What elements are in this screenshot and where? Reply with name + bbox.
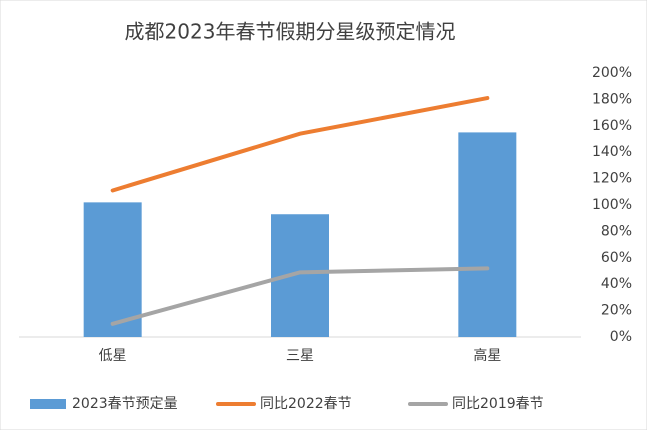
y-tick-label: 140% [592, 144, 632, 160]
legend-swatch [30, 399, 66, 409]
chart-title: 成都2023年春节假期分星级预定情况 [125, 20, 456, 44]
bar [271, 214, 329, 337]
x-tick-label: 三星 [286, 348, 314, 364]
y-tick-label: 160% [592, 118, 632, 134]
y-tick-label: 0% [610, 329, 632, 345]
y-tick-label: 120% [592, 171, 632, 187]
legend-label: 同比2019春节 [452, 396, 544, 412]
x-tick-label: 高星 [473, 347, 501, 364]
line-series [110, 96, 490, 193]
line-series [110, 266, 490, 326]
bar [458, 132, 517, 337]
y-tick-label: 20% [601, 303, 632, 319]
y-tick-label: 40% [601, 276, 632, 292]
y-tick-label: 200% [592, 65, 632, 81]
x-tick-label: 低星 [99, 348, 127, 364]
legend-label: 2023春节预定量 [72, 396, 178, 412]
y-tick-label: 60% [601, 250, 632, 266]
y-tick-label: 80% [601, 223, 632, 239]
bar [83, 202, 142, 337]
legend-label: 同比2022春节 [260, 396, 352, 412]
y-tick-label: 100% [592, 197, 632, 213]
y-tick-label: 180% [592, 91, 632, 107]
